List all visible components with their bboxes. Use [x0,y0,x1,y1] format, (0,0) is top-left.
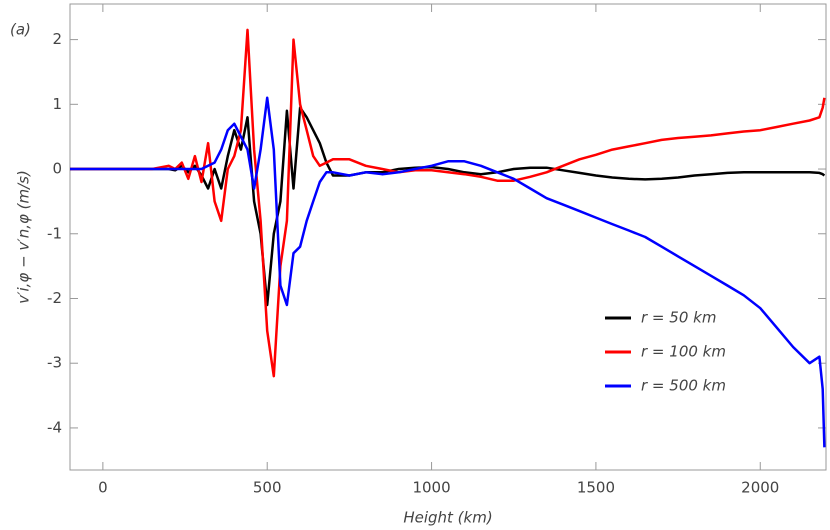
x-tick-label: 1000 [412,479,450,497]
y-tick-label: -4 [47,418,62,436]
legend-label: r = 100 km [641,343,726,361]
legend-label: r = 500 km [641,377,726,395]
x-axis-label: Height (km) [403,509,492,527]
series-line [70,28,826,378]
y-tick-label: -2 [47,289,62,307]
x-tick-label: 1500 [577,479,615,497]
x-tick-label: 0 [98,479,108,497]
y-tick-label: 0 [52,160,62,178]
plot-frame [69,3,827,471]
panel-label: (a) [10,21,31,39]
x-tick-label: 2000 [741,479,779,497]
x-tick-label: 500 [253,479,282,497]
y-tick-label: 2 [52,30,62,48]
legend-label: r = 50 km [641,309,716,327]
series-line [70,96,826,448]
y-axis-label: v′i,φ − v′n,φ (m/s) [15,170,33,304]
y-tick-label: 1 [52,95,62,113]
y-tick-label: -3 [47,354,62,372]
y-tick-label: -1 [47,224,62,242]
